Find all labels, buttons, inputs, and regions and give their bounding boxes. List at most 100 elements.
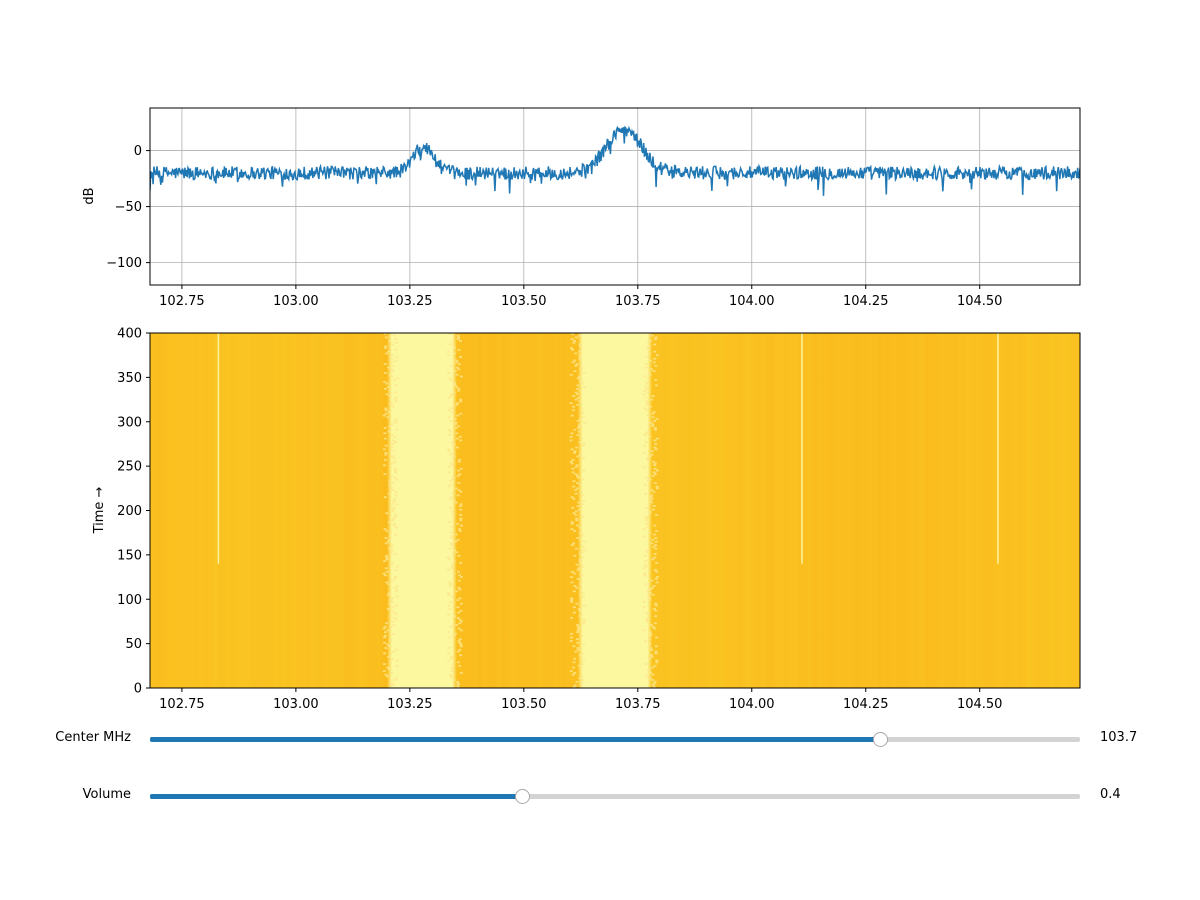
waterfall-band-edge <box>384 673 388 676</box>
waterfall-band-edge <box>648 592 652 594</box>
waterfall-band-edge <box>389 615 393 618</box>
waterfall-x-ticks: 102.75 103.00 103.25 103.50 103.75 104.00 104.… <box>159 688 1002 712</box>
waterfall-band-edge <box>389 551 393 554</box>
waterfall-band-edge <box>447 613 451 616</box>
waterfall-band-edge <box>582 372 586 374</box>
waterfall-band-edge <box>391 510 395 513</box>
waterfall-band-edge <box>570 528 574 531</box>
center-mhz-slider-handle[interactable] <box>873 732 889 747</box>
waterfall-band-edge <box>580 613 584 616</box>
waterfall-band-edge <box>384 451 388 454</box>
waterfall-band-edge <box>573 340 577 342</box>
waterfall-band-edge <box>394 384 398 387</box>
waterfall-band-edge <box>645 400 649 403</box>
spectrum-x-tick-label: 102.75 <box>159 294 205 309</box>
waterfall-band-edge <box>384 407 388 410</box>
waterfall-band-edge <box>386 386 390 389</box>
waterfall-band-edge <box>453 632 457 635</box>
waterfall-band-edge <box>580 682 584 685</box>
waterfall-band-edge <box>649 654 653 657</box>
spectrum-y-tick-label: −50 <box>115 200 142 215</box>
waterfall-band-edge <box>650 656 654 658</box>
waterfall-band-edge <box>452 391 456 394</box>
waterfall-band-edge <box>651 666 655 669</box>
waterfall-band-edge <box>575 680 579 683</box>
waterfall-band-edge <box>654 602 658 605</box>
waterfall-band-edge <box>450 677 454 680</box>
waterfall-band-edge <box>570 462 574 465</box>
waterfall-band-edge <box>394 469 398 472</box>
waterfall-band-edge <box>570 347 574 349</box>
waterfall-band-edge <box>574 514 578 516</box>
waterfall-band-edge <box>382 663 386 665</box>
waterfall-band-edge <box>450 496 454 499</box>
waterfall-band-edge <box>653 608 657 610</box>
waterfall-band-edge <box>387 430 391 433</box>
waterfall-band-edge <box>452 499 456 502</box>
waterfall-band-edge <box>581 565 585 568</box>
waterfall-band-edge <box>570 570 574 573</box>
waterfall-band-edge <box>581 478 585 481</box>
waterfall-band-edge <box>458 473 462 476</box>
waterfall-band-edge <box>458 664 462 667</box>
waterfall-band-edge <box>446 556 450 559</box>
waterfall-band-edge <box>571 506 575 509</box>
waterfall-band-edge <box>645 611 649 614</box>
waterfall-band-edge <box>571 333 575 335</box>
waterfall-band-edge <box>390 357 394 360</box>
waterfall-band-edge <box>655 561 659 564</box>
waterfall-band-edge <box>652 471 656 474</box>
waterfall-band-edge <box>652 682 656 685</box>
waterfall-band-edge <box>569 373 573 376</box>
waterfall-band-edge <box>392 439 396 442</box>
waterfall-band-edge <box>459 609 463 612</box>
waterfall-band-edge <box>452 444 456 447</box>
waterfall-band-edge <box>386 629 390 632</box>
waterfall-band-edge <box>578 343 582 346</box>
waterfall-band-edge <box>575 517 579 520</box>
waterfall-band-edge <box>383 380 387 383</box>
waterfall-y-tick-label: 100 <box>117 593 142 608</box>
waterfall-band-edge <box>457 482 461 484</box>
waterfall-band-edge <box>643 492 647 495</box>
waterfall-band-edge <box>459 356 463 358</box>
waterfall-band-edge <box>455 359 459 362</box>
waterfall-band-edge <box>389 686 393 688</box>
waterfall-band-edge <box>648 510 652 513</box>
waterfall-band-edge <box>642 451 646 454</box>
waterfall-band-edge <box>452 476 456 479</box>
waterfall-band-edge <box>459 643 463 646</box>
waterfall-band-edge <box>646 620 650 623</box>
waterfall-band-edge <box>388 425 392 428</box>
waterfall-band-edge <box>651 412 655 415</box>
waterfall-band-edge <box>570 601 574 603</box>
waterfall-band-edge <box>459 519 463 522</box>
waterfall-band-edge <box>454 427 458 429</box>
waterfall-band-edge <box>393 334 397 337</box>
volume-slider-handle[interactable] <box>515 789 530 804</box>
volume-slider[interactable] <box>150 789 1080 804</box>
waterfall-band-edge <box>449 462 453 465</box>
waterfall-band-edge <box>453 615 457 618</box>
waterfall-band-edge <box>650 398 654 401</box>
waterfall-band-edge <box>452 357 456 360</box>
waterfall-band-edge <box>655 418 659 420</box>
waterfall-band-edge <box>646 414 650 417</box>
waterfall-band-edge <box>650 494 654 497</box>
waterfall-band-edge <box>458 340 462 342</box>
waterfall-band-edge <box>382 464 386 467</box>
waterfall-band-edge <box>386 540 390 543</box>
waterfall-band-edge <box>395 503 399 506</box>
waterfall-band-edge <box>653 482 657 484</box>
waterfall-band-edge <box>383 528 387 531</box>
center-mhz-slider[interactable] <box>150 732 1080 747</box>
waterfall-x-tick-label: 104.00 <box>729 697 775 712</box>
waterfall-band-edge <box>652 490 656 493</box>
waterfall-band-edge <box>450 510 454 513</box>
waterfall-band-edge <box>656 469 660 472</box>
waterfall-band-edge <box>456 538 460 541</box>
waterfall-band-edge <box>447 428 451 431</box>
waterfall-band-edge <box>391 343 395 346</box>
waterfall-band-edge <box>643 554 647 557</box>
waterfall-band-edge <box>653 627 657 630</box>
